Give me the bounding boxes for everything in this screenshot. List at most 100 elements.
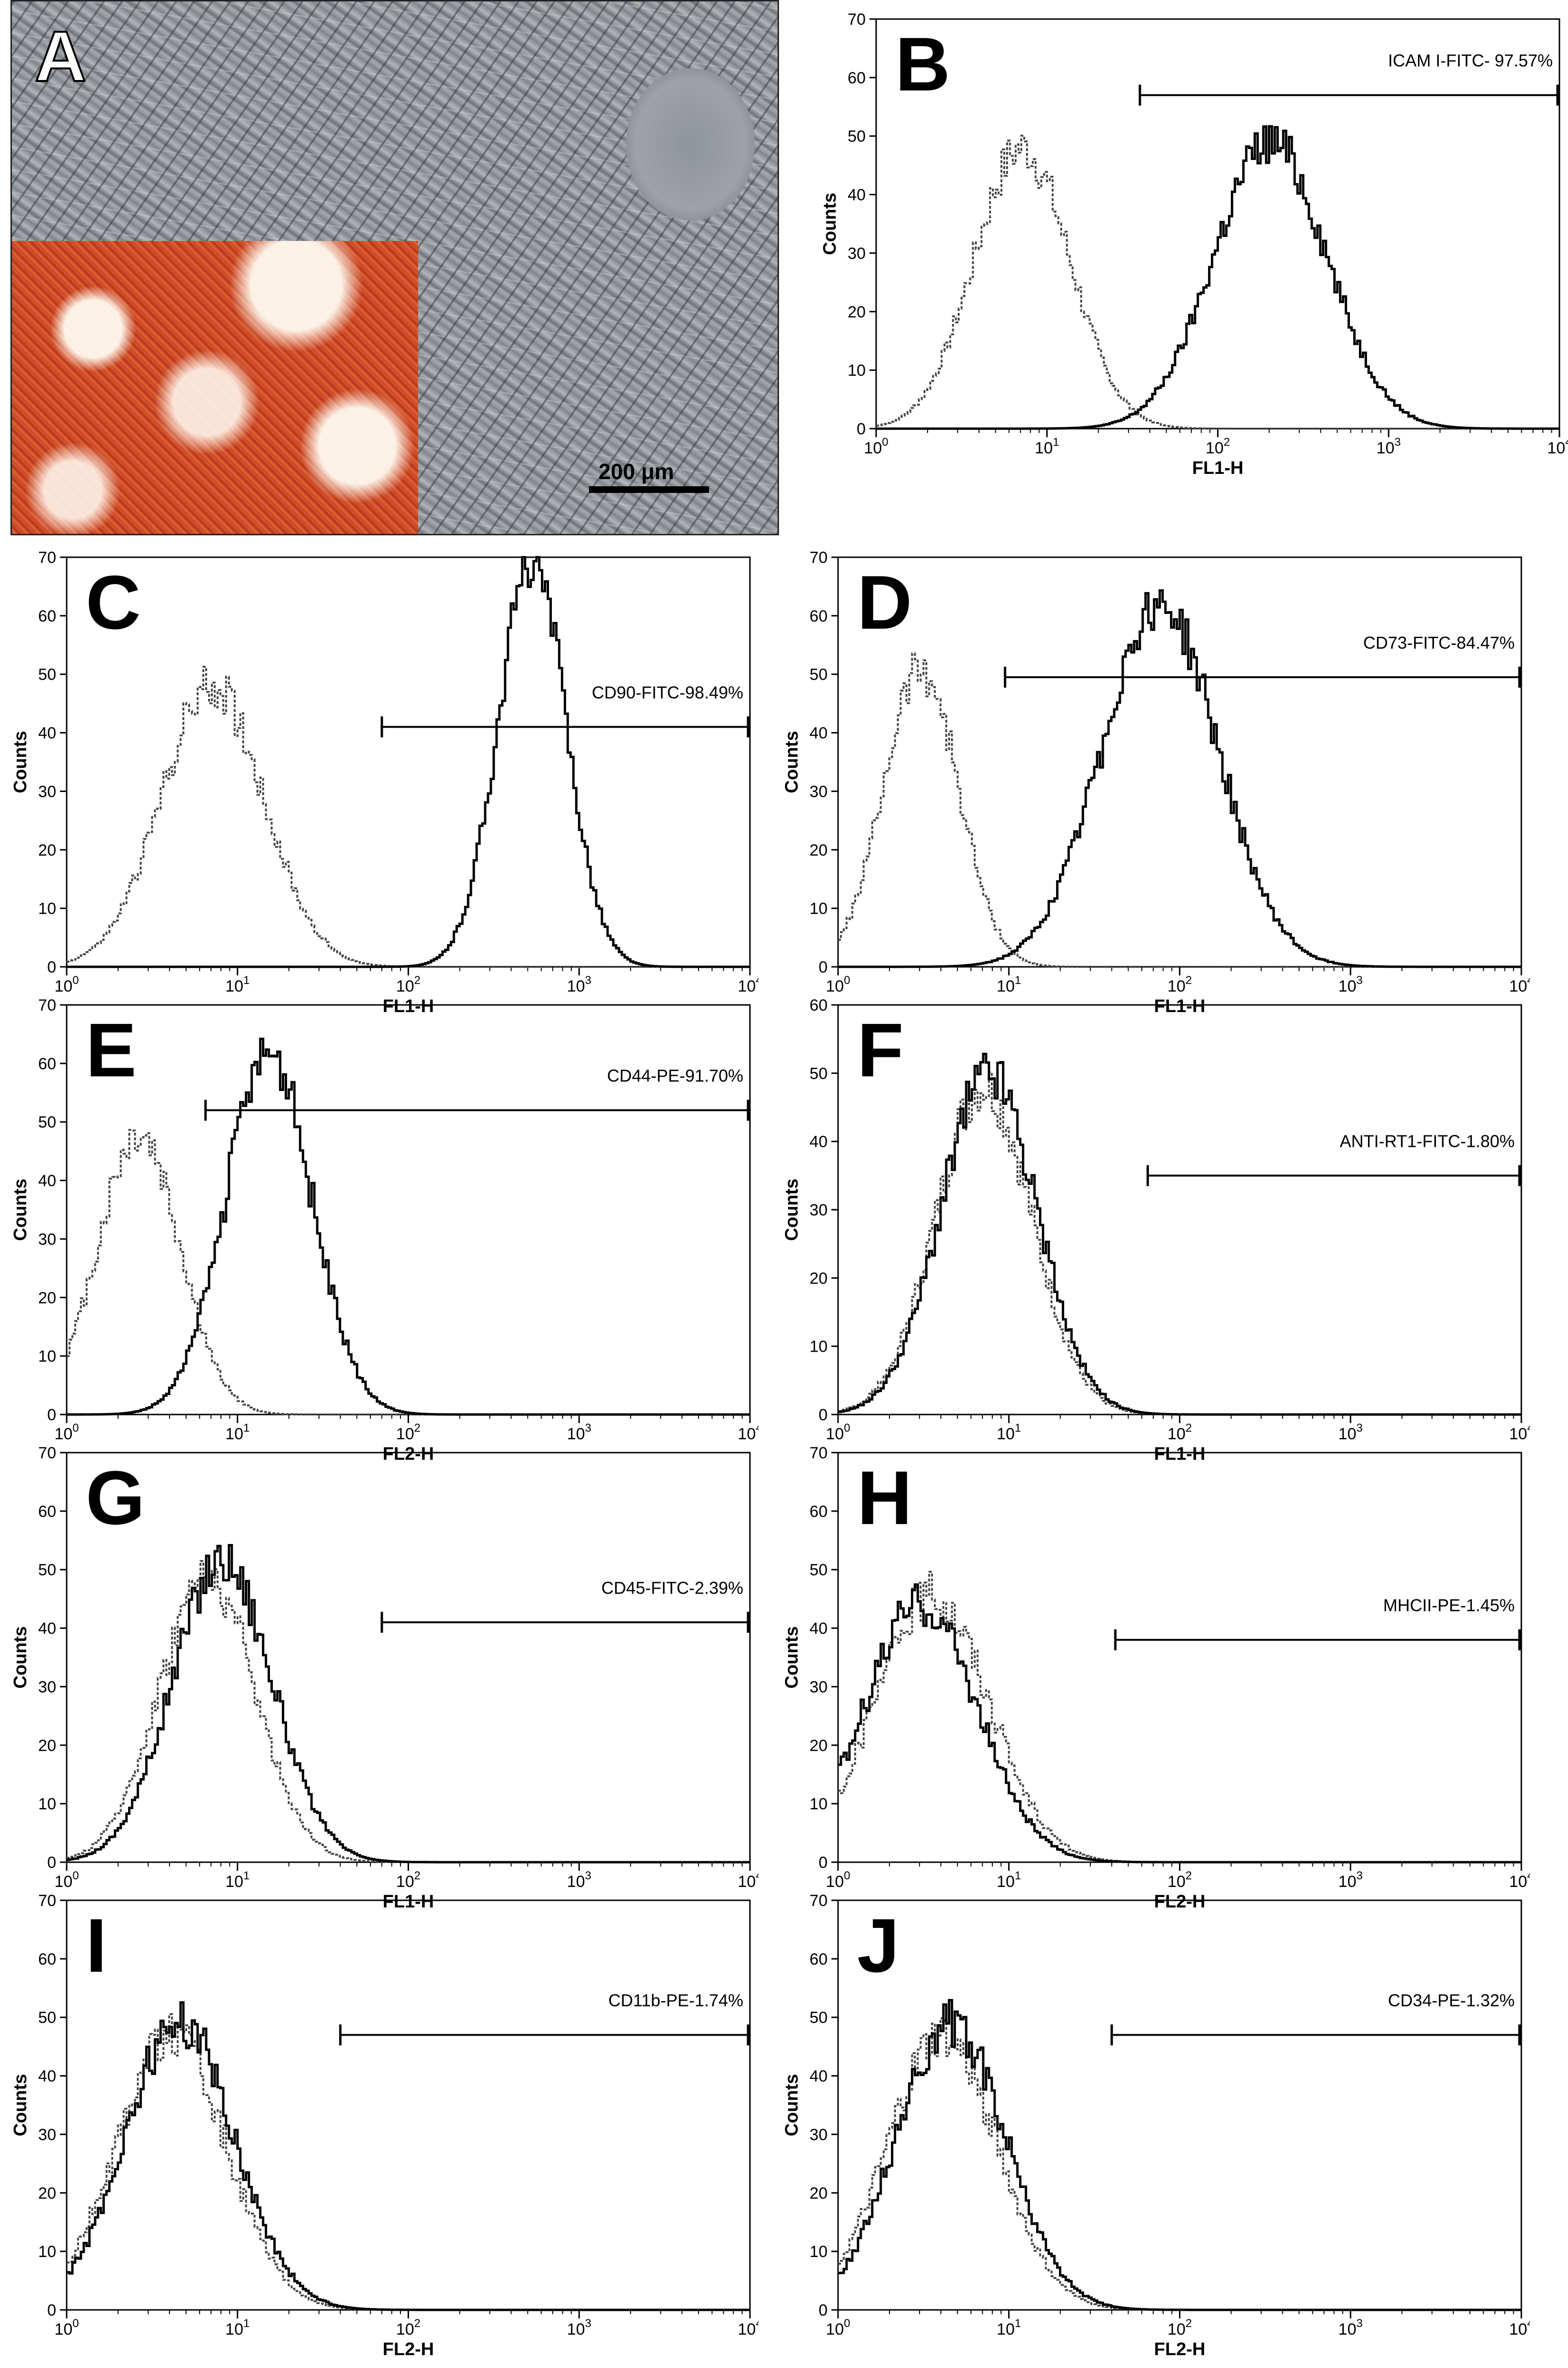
y-tick-label: 0	[47, 1406, 56, 1424]
x-tick-label: 101	[997, 2317, 1021, 2338]
panel-letter-f: F	[857, 1007, 904, 1093]
histogram-series-control	[838, 652, 1521, 968]
plot-frame	[66, 1899, 751, 2311]
gate-label: MHCII-PE-1.45%	[1383, 1595, 1515, 1615]
histogram-series-control	[838, 1571, 1521, 1863]
y-tick-label: 60	[809, 607, 828, 625]
plot-frame	[66, 1452, 751, 1863]
histogram-series-control	[67, 2013, 750, 2311]
y-tick-label: 40	[38, 1620, 56, 1638]
histogram-series-control	[67, 666, 750, 968]
y-axis-label: Counts	[782, 731, 802, 793]
y-axis-label: Counts	[10, 1179, 30, 1241]
gate-label: CD90-FITC-98.49%	[592, 682, 743, 702]
y-axis-label: Counts	[820, 193, 840, 255]
x-tick-label: 100	[826, 1869, 850, 1891]
x-tick-label: 104	[738, 1869, 759, 1891]
x-tick-label: 104	[1547, 436, 1568, 457]
histogram-panel-b: 0 10 20 30 40 50 60 70 100 101 102 103 104 FL1-H Count…	[820, 10, 1568, 478]
y-tick-label: 70	[848, 10, 866, 29]
histogram-series-marker	[876, 125, 1559, 430]
y-tick-label: 50	[38, 2009, 56, 2027]
histogram-series-marker	[67, 2001, 750, 2311]
histogram-series-marker	[67, 556, 750, 968]
scale-bar	[589, 486, 709, 493]
y-axis-label: Counts	[782, 1179, 802, 1241]
y-tick-label: 60	[38, 1055, 56, 1073]
y-tick-label: 30	[38, 783, 56, 801]
y-tick-label: 60	[848, 69, 866, 87]
x-axis-label: FL1-H	[1154, 996, 1206, 1016]
y-tick-label: 50	[809, 1561, 828, 1579]
histogram-panel-e: 010203040506070100101102103104FL2-HCount…	[10, 996, 759, 1464]
y-tick-label: 50	[38, 666, 56, 684]
y-axis-label: Counts	[782, 2074, 802, 2137]
y-tick-label: 30	[38, 1230, 56, 1248]
scale-bar-label: 200 μm	[599, 459, 674, 484]
y-tick-label: 30	[809, 1678, 828, 1696]
histogram-panel-d: 010203040506070100101102103104FL1-HCount…	[782, 549, 1530, 1016]
x-tick-label: 102	[396, 2317, 420, 2338]
histogram-series-control	[67, 1129, 750, 1415]
x-tick-label: 104	[738, 1422, 759, 1443]
x-tick-label: 100	[826, 2317, 850, 2338]
panel-letter-c: C	[86, 560, 141, 645]
x-axis-label: FL1-H	[383, 996, 434, 1016]
x-tick-label: 104	[1509, 1422, 1530, 1443]
y-tick-label: 10	[38, 900, 56, 918]
y-tick-label: 20	[809, 841, 828, 859]
histogram-series-control	[838, 2017, 1521, 2311]
y-tick-label: 40	[38, 1172, 56, 1190]
x-tick-label: 100	[864, 436, 888, 457]
y-tick-label: 10	[809, 1338, 828, 1356]
histogram-panel-f: 0102030405060100101102103104FL1-HCountsA…	[782, 996, 1530, 1464]
x-tick-label: 104	[1509, 2317, 1530, 2338]
x-axis-label: FL2-H	[383, 1444, 434, 1464]
gate-label: CD44-PE-91.70%	[607, 1066, 743, 1085]
y-tick-label: 70	[38, 1892, 56, 1910]
x-tick-label: 104	[738, 974, 759, 995]
x-tick-label: 104	[1509, 974, 1530, 995]
y-tick-label: 30	[809, 1201, 828, 1219]
y-tick-label: 10	[848, 361, 866, 380]
x-tick-label: 104	[1509, 1869, 1530, 1891]
y-tick-label: 10	[38, 2243, 56, 2261]
x-axis-label: FL1-H	[1154, 1444, 1206, 1464]
y-tick-label: 70	[38, 1444, 56, 1462]
histogram-series-marker	[67, 1037, 750, 1416]
gate-label: ANTI-RT1-FITC-1.80%	[1340, 1131, 1515, 1151]
y-tick-label: 20	[809, 1736, 828, 1755]
gate-label: CD34-PE-1.32%	[1388, 1991, 1515, 2010]
y-tick-label: 70	[809, 549, 828, 567]
x-tick-label: 100	[54, 974, 79, 995]
panel-letter-e: E	[86, 1007, 137, 1093]
y-tick-label: 30	[809, 783, 828, 801]
y-tick-label: 60	[38, 607, 56, 625]
x-axis-label: FL2-H	[1154, 2339, 1206, 2359]
y-tick-label: 50	[809, 1064, 828, 1083]
panel-letter-a: A	[34, 16, 87, 96]
y-tick-label: 20	[38, 2184, 56, 2202]
panel-letter-d: D	[857, 560, 912, 645]
gate-label: CD73-FITC-84.47%	[1363, 633, 1515, 652]
y-tick-label: 60	[38, 1950, 56, 1968]
y-tick-label: 0	[47, 958, 56, 976]
y-axis-label: Counts	[782, 1626, 802, 1689]
panel-letter-g: G	[86, 1455, 145, 1540]
x-axis-label: FL1-H	[1192, 458, 1244, 478]
x-tick-label: 101	[1035, 436, 1059, 457]
plot-frame	[837, 1452, 1522, 1863]
x-tick-label: 102	[1168, 2317, 1192, 2338]
histogram-panel-c: 010203040506070100101102103104FL1-HCount…	[10, 549, 759, 1016]
y-tick-label: 40	[809, 724, 828, 743]
histogram-series-control	[838, 1071, 1521, 1415]
y-tick-label: 40	[38, 2067, 56, 2086]
y-tick-label: 60	[38, 1503, 56, 1521]
plot-frame	[875, 18, 1560, 430]
y-axis-label: Counts	[10, 731, 30, 793]
histogram-series-marker	[838, 1999, 1521, 2311]
y-tick-label: 20	[848, 303, 866, 321]
x-tick-label: 100	[54, 2317, 79, 2338]
y-tick-label: 40	[809, 1133, 828, 1151]
histogram-series-marker	[838, 589, 1521, 968]
